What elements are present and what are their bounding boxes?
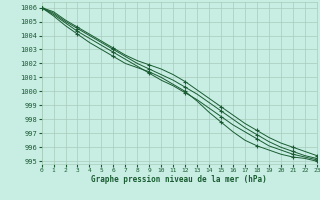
X-axis label: Graphe pression niveau de la mer (hPa): Graphe pression niveau de la mer (hPa) <box>91 175 267 184</box>
